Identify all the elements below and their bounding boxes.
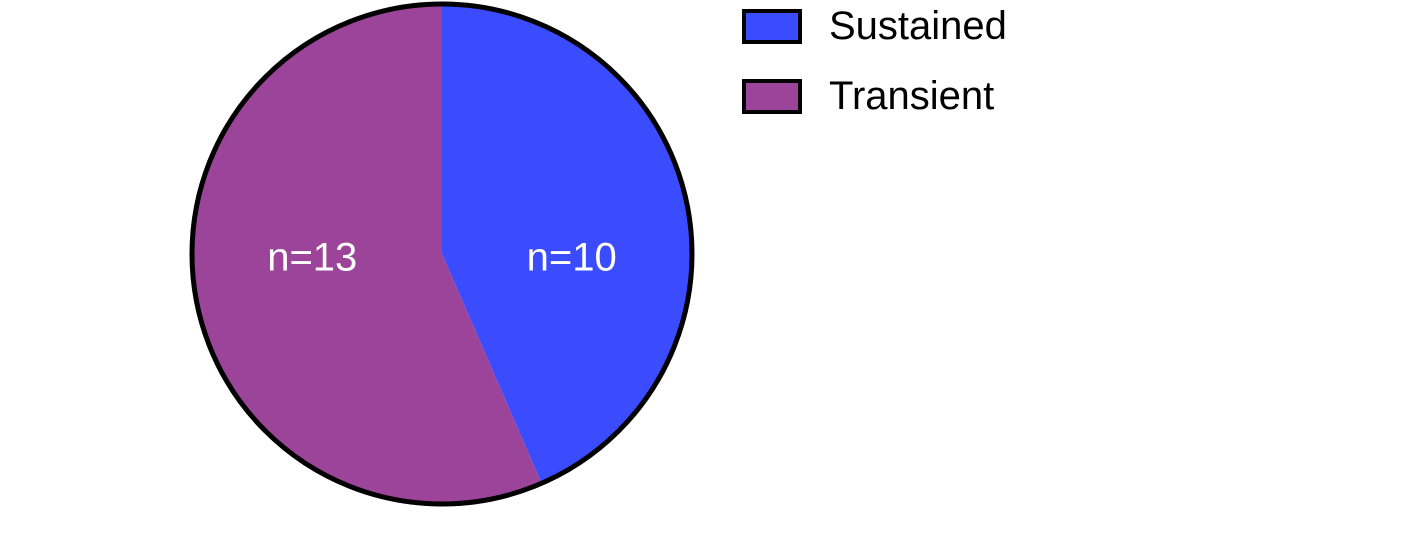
- legend-label-sustained: Sustained: [829, 4, 1007, 48]
- legend: Sustained Transient: [742, 4, 1007, 118]
- pie-slice-sustained: [442, 4, 693, 484]
- slice-labels: n=10 n=13: [267, 236, 617, 280]
- pie-outline: [189, 1, 695, 507]
- pie-slice-transient: [192, 4, 542, 504]
- slice-label-sustained: n=10: [527, 236, 617, 280]
- pie-slices: [192, 4, 693, 504]
- legend-swatch-transient: [742, 79, 802, 114]
- legend-swatch-sustained: [742, 9, 802, 44]
- slice-label-transient: n=13: [267, 236, 357, 280]
- legend-label-transient: Transient: [829, 74, 994, 118]
